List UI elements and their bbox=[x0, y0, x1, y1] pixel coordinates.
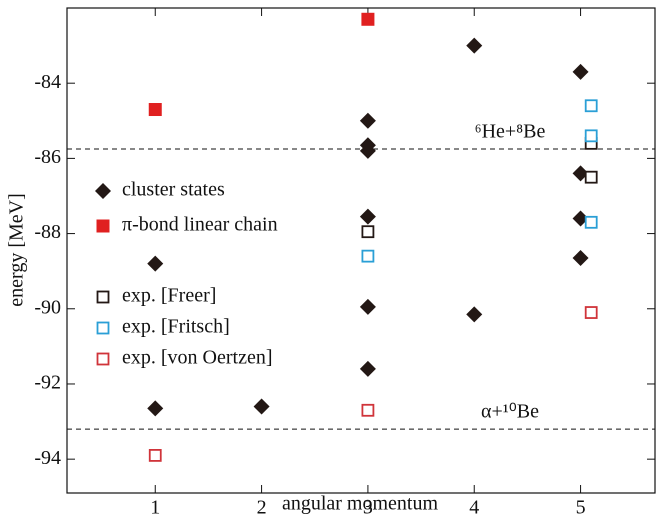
open-square-marker bbox=[148, 449, 162, 462]
legend-marker bbox=[96, 290, 110, 304]
open-square-marker bbox=[584, 170, 598, 184]
y-tick-label: -90 bbox=[34, 296, 61, 318]
legend-label: exp. [von Oertzen] bbox=[122, 347, 273, 369]
diamond-marker bbox=[147, 400, 164, 417]
diamond-marker bbox=[359, 208, 376, 225]
y-axis-label: energy [MeV] bbox=[6, 193, 28, 306]
legend-label: cluster states bbox=[122, 179, 225, 201]
diamond-marker bbox=[359, 112, 376, 129]
diamond-marker bbox=[572, 210, 589, 227]
x-tick-label: 1 bbox=[150, 497, 160, 516]
x-tick-label: 5 bbox=[576, 497, 586, 516]
x-tick-label: 4 bbox=[469, 497, 479, 516]
y-tick-label: -88 bbox=[34, 221, 61, 243]
x-axis-label: angular momentum bbox=[282, 493, 439, 515]
y-tick-label: -94 bbox=[34, 447, 61, 469]
y-tick-label: -92 bbox=[34, 372, 61, 394]
threshold-label: ⁶He+⁸Be bbox=[475, 121, 546, 143]
open-square-marker bbox=[584, 215, 598, 229]
open-square-marker bbox=[361, 249, 375, 263]
x-tick-label: 3 bbox=[363, 497, 373, 516]
legend-marker bbox=[96, 219, 110, 233]
diamond-marker bbox=[572, 165, 589, 182]
open-square-marker bbox=[361, 403, 375, 417]
legend-label: π-bond linear chain bbox=[122, 214, 278, 236]
diamond-marker bbox=[466, 306, 483, 323]
diamond-marker bbox=[572, 250, 589, 267]
legend-label: exp. [Fritsch] bbox=[122, 316, 230, 338]
legend-marker bbox=[96, 321, 110, 335]
open-square-marker bbox=[584, 99, 598, 113]
diamond-marker bbox=[147, 255, 164, 272]
square-marker bbox=[361, 12, 375, 26]
diamond-marker bbox=[572, 63, 589, 80]
diamond-marker bbox=[359, 298, 376, 315]
threshold-label: α+¹⁰Be bbox=[481, 401, 539, 423]
diamond-marker bbox=[359, 360, 376, 377]
open-square-marker bbox=[584, 306, 598, 319]
legend-label: exp. [Freer] bbox=[122, 285, 216, 307]
open-square-marker bbox=[361, 225, 375, 239]
x-tick-label: 2 bbox=[257, 497, 267, 516]
diamond-marker bbox=[359, 142, 376, 159]
diamond-marker bbox=[253, 398, 270, 415]
square-marker bbox=[148, 103, 162, 117]
plot-frame bbox=[66, 7, 656, 494]
legend-marker bbox=[96, 352, 110, 366]
y-tick-label: -84 bbox=[34, 71, 61, 93]
y-tick-label: -86 bbox=[34, 146, 61, 168]
diamond-marker bbox=[466, 37, 483, 54]
open-square-marker bbox=[584, 129, 598, 143]
legend-marker bbox=[95, 183, 111, 199]
